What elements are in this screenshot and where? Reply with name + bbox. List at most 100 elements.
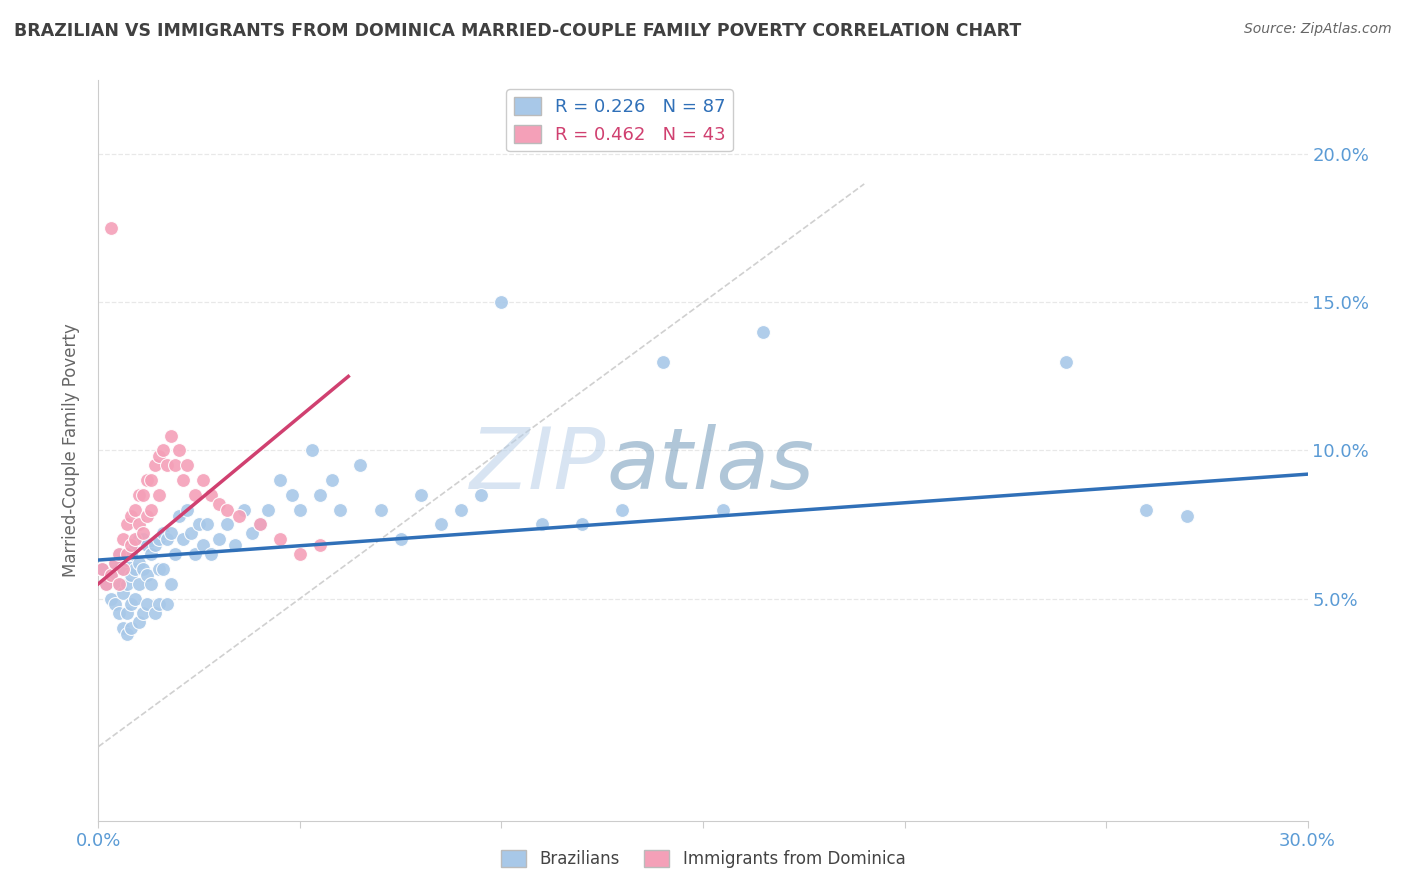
Point	[139, 547, 162, 561]
Point	[612, 502, 634, 516]
Point	[349, 458, 371, 473]
Point	[120, 621, 142, 635]
Point	[152, 443, 174, 458]
Point	[120, 598, 142, 612]
Point	[172, 533, 194, 547]
Point	[228, 508, 250, 523]
Point	[128, 615, 150, 630]
Point	[281, 488, 304, 502]
Point	[135, 538, 157, 552]
Point	[148, 488, 170, 502]
Point	[128, 517, 150, 532]
Point	[309, 538, 332, 552]
Point	[288, 547, 311, 561]
Point	[120, 567, 142, 582]
Point	[115, 547, 138, 561]
Point	[120, 547, 142, 561]
Point	[100, 221, 122, 235]
Point	[100, 591, 122, 606]
Point	[370, 502, 392, 516]
Point	[269, 473, 291, 487]
Point	[1175, 508, 1198, 523]
Point	[200, 488, 222, 502]
Point	[321, 473, 343, 487]
Point	[450, 502, 472, 516]
Point	[143, 458, 166, 473]
Point	[148, 450, 170, 464]
Point	[152, 526, 174, 541]
Point	[752, 325, 775, 339]
Point	[111, 621, 134, 635]
Point	[288, 502, 311, 516]
Point	[135, 598, 157, 612]
Point	[139, 473, 162, 487]
Point	[103, 556, 125, 570]
Point	[188, 517, 211, 532]
Point	[208, 497, 231, 511]
Point	[156, 533, 179, 547]
Point	[143, 607, 166, 621]
Point	[91, 562, 114, 576]
Point	[115, 607, 138, 621]
Text: Source: ZipAtlas.com: Source: ZipAtlas.com	[1244, 22, 1392, 37]
Point	[172, 473, 194, 487]
Point	[132, 488, 155, 502]
Point	[163, 547, 186, 561]
Point	[301, 443, 323, 458]
Point	[115, 517, 138, 532]
Point	[132, 526, 155, 541]
Point	[107, 576, 129, 591]
Point	[96, 576, 118, 591]
Point	[128, 556, 150, 570]
Point	[1135, 502, 1157, 516]
Point	[217, 502, 239, 516]
Point	[107, 576, 129, 591]
Point	[249, 517, 271, 532]
Point	[100, 567, 122, 582]
Point	[148, 533, 170, 547]
Point	[103, 556, 125, 570]
Point	[240, 526, 263, 541]
Point	[491, 295, 513, 310]
Point	[193, 538, 215, 552]
Point	[430, 517, 453, 532]
Point	[470, 488, 492, 502]
Point	[124, 538, 146, 552]
Point	[163, 458, 186, 473]
Point	[329, 502, 352, 516]
Point	[124, 502, 146, 516]
Legend: R = 0.226   N = 87, R = 0.462   N = 43: R = 0.226 N = 87, R = 0.462 N = 43	[506, 89, 733, 152]
Point	[167, 443, 190, 458]
Point	[107, 607, 129, 621]
Point	[156, 458, 179, 473]
Point	[115, 627, 138, 641]
Point	[152, 562, 174, 576]
Point	[128, 488, 150, 502]
Point	[530, 517, 553, 532]
Text: atlas: atlas	[606, 424, 814, 507]
Point	[200, 547, 222, 561]
Point	[184, 488, 207, 502]
Point	[124, 562, 146, 576]
Point	[180, 526, 202, 541]
Point	[193, 473, 215, 487]
Point	[135, 473, 157, 487]
Point	[132, 607, 155, 621]
Point	[249, 517, 271, 532]
Point	[148, 598, 170, 612]
Point	[160, 526, 183, 541]
Point	[160, 576, 183, 591]
Point	[111, 585, 134, 599]
Point	[195, 517, 218, 532]
Point	[256, 502, 278, 516]
Point	[232, 502, 254, 516]
Point	[269, 533, 291, 547]
Point	[124, 591, 146, 606]
Point	[139, 576, 162, 591]
Point	[132, 562, 155, 576]
Point	[176, 458, 198, 473]
Point	[176, 502, 198, 516]
Point	[224, 538, 246, 552]
Point	[124, 533, 146, 547]
Point	[128, 576, 150, 591]
